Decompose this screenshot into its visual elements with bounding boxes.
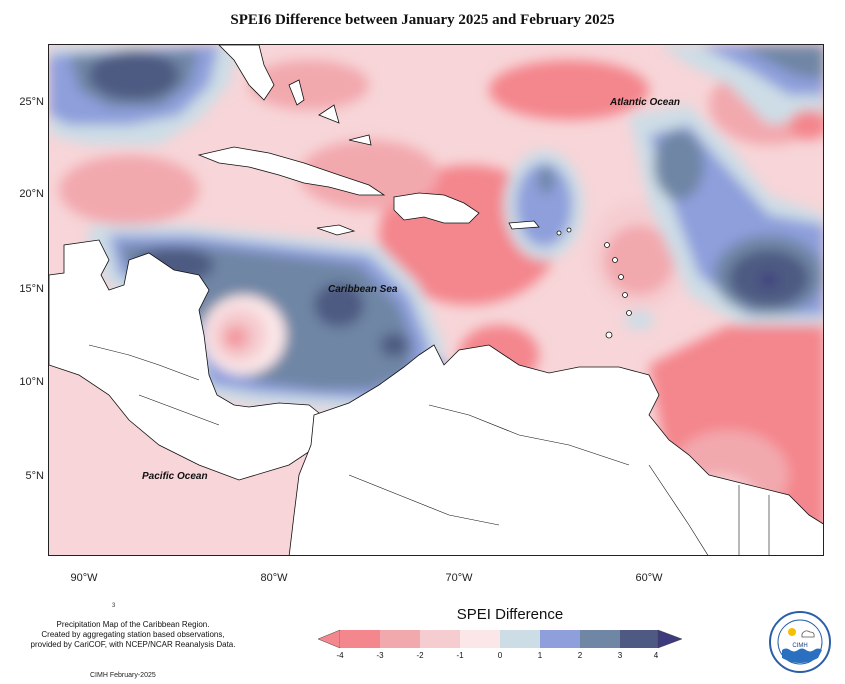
legend-colorbar (318, 629, 683, 649)
hispaniola-land (393, 192, 480, 224)
legend-swatch (500, 630, 540, 648)
legend-tick: -4 (336, 651, 344, 660)
footer-line: Created by aggregating station based obs… (41, 630, 225, 639)
legend-arrow-low (318, 629, 341, 649)
florida-land (218, 45, 275, 101)
footer-line: provided by CariCOF, with NCEP/NCAR Rean… (30, 640, 236, 649)
antilles-island (612, 257, 618, 263)
legend-swatch (380, 630, 420, 648)
legend-title: SPEI Difference (456, 606, 564, 623)
label-caribbean-sea: Caribbean Sea (328, 284, 398, 295)
puerto-rico-land (508, 220, 540, 230)
antilles-island (566, 227, 572, 233)
antilles-island (626, 310, 632, 316)
antilles-island (556, 230, 562, 236)
lat-label-25n: 25°N (19, 96, 44, 108)
map-panel (48, 44, 824, 556)
logo-text: CIMH (792, 643, 807, 649)
label-pacific-ocean: Pacific Ocean (142, 471, 208, 482)
map-title: SPEI6 Difference between January 2025 an… (230, 12, 615, 28)
country-borders (88, 344, 770, 555)
antilles-island (605, 331, 613, 339)
lat-label-5n: 5°N (25, 470, 44, 482)
cimh-logo: CIMH (769, 611, 831, 673)
central-america-land (49, 239, 325, 481)
lat-label-20n: 20°N (19, 188, 44, 200)
legend-tick: -1 (456, 651, 464, 660)
footer-line: Precipitation Map of the Caribbean Regio… (56, 620, 210, 629)
lon-label-90w: 90°W (70, 572, 98, 584)
land-masses (49, 45, 823, 555)
footer-mark: 3 (112, 603, 116, 609)
label-atlantic-ocean: Atlantic Ocean (610, 97, 681, 108)
bahamas-island (348, 134, 372, 146)
legend-swatch (340, 630, 380, 648)
legend-swatch (620, 630, 658, 648)
lat-label-10n: 10°N (19, 376, 44, 388)
antilles-island (622, 292, 628, 298)
lat-label-15n: 15°N (19, 283, 44, 295)
legend-arrow-high (657, 629, 683, 649)
footer-credit: CIMH February-2025 (90, 672, 156, 679)
lon-label-80w: 80°W (260, 572, 288, 584)
legend-tick: 0 (497, 651, 503, 660)
bahamas-island (288, 79, 305, 106)
legend-tick: 3 (617, 651, 623, 660)
antilles-island (604, 242, 610, 248)
legend-tick: -2 (416, 651, 424, 660)
legend-tick: -3 (376, 651, 384, 660)
jamaica-land (316, 224, 356, 236)
antilles-island (618, 274, 624, 280)
legend-tick: 2 (577, 651, 583, 660)
legend-swatch (460, 630, 500, 648)
legend-tick: 4 (653, 651, 659, 660)
lon-label-70w: 70°W (445, 572, 473, 584)
legend-swatch (580, 630, 620, 648)
contour-fills (49, 45, 823, 555)
legend-swatch (540, 630, 580, 648)
bahamas-island (318, 104, 340, 124)
south-america-land (288, 344, 823, 555)
lon-label-60w: 60°W (635, 572, 663, 584)
legend-tick: 1 (537, 651, 543, 660)
footer-description: Precipitation Map of the Caribbean Regio… (8, 620, 258, 650)
cuba-land (197, 146, 386, 196)
legend-swatch (420, 630, 460, 648)
spei-contour-map (49, 45, 823, 555)
